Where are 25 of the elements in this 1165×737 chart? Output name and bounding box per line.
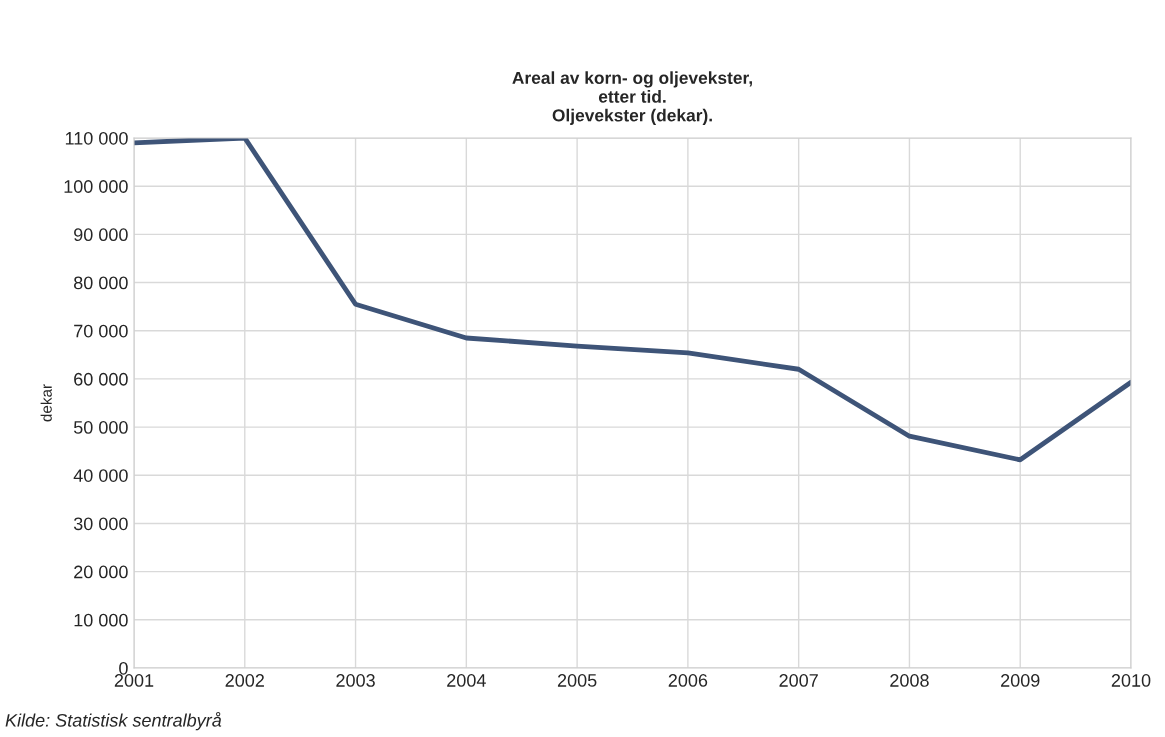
x-tick-label: 2009 <box>1001 674 1040 687</box>
y-tick-label: 90 000 <box>74 228 128 242</box>
x-tick-label: 2010 <box>1111 674 1151 687</box>
chart-title: Areal av korn- og oljevekster, etter tid. Oljevekster (dekar). <box>512 71 752 125</box>
y-tick-label: 80 000 <box>74 276 128 290</box>
x-tick-label: 2006 <box>668 674 708 687</box>
y-tick-label: 40 000 <box>73 469 128 482</box>
x-tick-label: 2004 <box>447 674 486 687</box>
x-tick-label: 2001 <box>114 674 154 687</box>
x-tick-label: 2002 <box>225 674 264 687</box>
y-tick-label: 50 000 <box>73 421 128 434</box>
y-tick-label: 10 000 <box>74 613 128 627</box>
y-axis-title: dekar <box>40 384 52 422</box>
y-tick-label: 70 000 <box>74 324 128 338</box>
x-tick-label: 2003 <box>336 674 375 687</box>
y-tick-label: 20 000 <box>74 565 128 579</box>
x-tick-label: 2008 <box>890 674 929 687</box>
y-tick-label: 0 <box>119 661 128 675</box>
x-tick-label: 2005 <box>557 674 597 687</box>
y-tick-label: 100 000 <box>64 180 128 193</box>
x-tick-label: 2007 <box>779 674 818 687</box>
y-tick-label: 60 000 <box>74 372 128 386</box>
y-tick-label: 30 000 <box>73 517 128 531</box>
y-tick-label: 110 000 <box>65 131 128 145</box>
text: Kilde: Statistisk sentralbyrå <box>5 712 222 731</box>
